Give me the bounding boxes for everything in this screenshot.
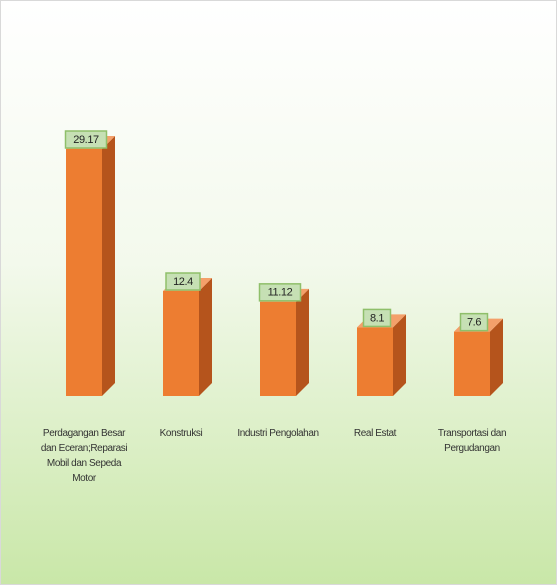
data-label-box <box>258 283 302 302</box>
data-label: 7.6 <box>467 317 481 329</box>
bar <box>454 331 490 396</box>
bar-side <box>296 288 309 396</box>
data-label-box <box>165 272 201 291</box>
data-label: 29.17 <box>73 134 99 146</box>
data-label: 12.4 <box>173 276 193 288</box>
bar <box>163 291 199 396</box>
bar <box>357 327 393 396</box>
bar <box>66 149 102 396</box>
x-tick-label: Transportasi dan Pergudangan <box>437 428 507 454</box>
data-label: 8.1 <box>370 312 384 324</box>
data-label: 11.12 <box>268 287 293 299</box>
x-tick-label: Real Estat <box>353 428 397 439</box>
x-tick-label: Perdagangan Besar dan Eceran;Reparasi Mo… <box>40 428 128 484</box>
x-tick-label: Industri Pengolahan <box>237 428 319 439</box>
bar-side <box>393 314 406 396</box>
bar-side <box>102 136 115 396</box>
data-label-box <box>64 130 108 149</box>
x-tick-label: Konstruksi <box>159 428 203 439</box>
bar <box>260 301 296 396</box>
data-label-box <box>459 312 489 332</box>
bar-side <box>199 278 212 396</box>
data-label-box <box>362 308 392 328</box>
bar-side <box>490 318 503 396</box>
